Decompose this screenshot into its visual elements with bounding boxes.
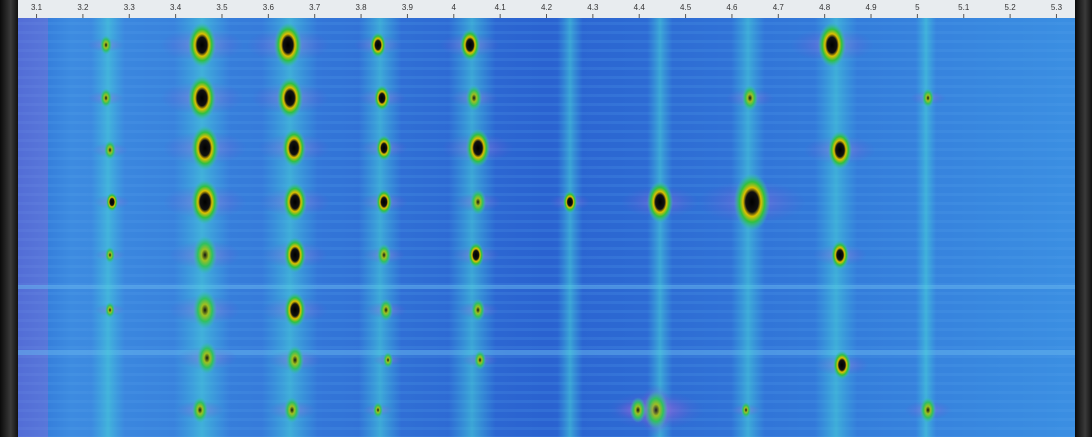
blob	[188, 76, 216, 121]
column-glow	[557, 18, 582, 437]
column-glow	[91, 18, 125, 437]
blob	[370, 32, 386, 58]
blob	[470, 189, 486, 215]
x-tick-label: 5.3	[1051, 3, 1063, 12]
x-tick-label: 5.1	[958, 3, 970, 12]
blob	[284, 292, 306, 327]
x-tick-label: 3.8	[355, 3, 367, 12]
blob	[833, 351, 851, 380]
column-glow	[916, 18, 937, 437]
right-edge	[1075, 0, 1092, 437]
x-tick-label: 4.3	[587, 3, 599, 12]
blob	[831, 241, 849, 270]
blob	[192, 397, 208, 423]
blob	[277, 77, 303, 119]
x-tick-label: 4.4	[634, 3, 646, 12]
blob	[283, 183, 307, 221]
blob	[106, 192, 118, 211]
chart: 3.1 3.2 3.3 3.4 3.5 3.6 3.7 3.8 3.9 4 4.1 4.2 4.3 4.4…	[0, 0, 1092, 437]
blob	[466, 129, 490, 167]
column-glow	[647, 18, 672, 437]
blob	[193, 291, 217, 329]
blob	[377, 244, 391, 266]
blob	[742, 85, 758, 111]
blob	[828, 131, 852, 169]
blob	[100, 35, 112, 54]
x-tick-label: 4	[452, 3, 457, 12]
column-glow	[359, 18, 402, 437]
blob	[191, 180, 219, 225]
blob	[818, 23, 846, 68]
blob	[105, 302, 115, 318]
x-tick-label: 4.6	[726, 3, 738, 12]
x-tick-label: 5	[915, 3, 920, 12]
x-tick-label: 3.1	[31, 3, 43, 12]
x-tick-label: 3.6	[263, 3, 275, 12]
blob	[379, 299, 393, 321]
blob	[373, 402, 383, 418]
x-tick-label: 3.2	[77, 3, 89, 12]
x-tick-label: 4.1	[495, 3, 507, 12]
blob	[734, 173, 770, 231]
blob	[284, 237, 306, 272]
x-tick-label: 5.2	[1005, 3, 1017, 12]
blob	[197, 342, 217, 374]
blob	[282, 129, 306, 167]
blob	[191, 126, 219, 171]
blob	[376, 135, 392, 161]
blob	[460, 29, 480, 61]
blob	[104, 140, 116, 159]
blob	[193, 236, 217, 274]
x-tick-label: 4.5	[680, 3, 692, 12]
blob	[647, 181, 673, 223]
blob	[922, 88, 934, 107]
blob	[563, 191, 577, 213]
x-tick-label: 4.9	[865, 3, 877, 12]
x-tick-label: 4.7	[773, 3, 785, 12]
blob	[468, 242, 484, 268]
x-tick-label: 3.7	[309, 3, 321, 12]
blob	[284, 397, 300, 423]
blob	[188, 23, 216, 68]
x-tick-label: 3.5	[216, 3, 228, 12]
left-band	[18, 18, 48, 437]
blob	[374, 85, 390, 111]
blob	[741, 402, 751, 418]
blob	[474, 350, 486, 369]
x-tick-label: 4.2	[541, 3, 553, 12]
blob	[471, 299, 485, 321]
blob	[286, 346, 304, 375]
blob	[376, 189, 392, 215]
blob	[466, 85, 482, 111]
blob	[105, 247, 115, 263]
x-tick-label: 3.4	[170, 3, 182, 12]
column-glow	[448, 18, 495, 437]
x-tick-label: 3.9	[402, 3, 414, 12]
x-tick-label: 3.3	[124, 3, 136, 12]
blob	[274, 23, 302, 68]
blob	[630, 397, 646, 423]
left-edge	[0, 0, 18, 437]
blob	[920, 397, 936, 423]
page: {"chart_data": {"type": "heatmap", "xlim…	[0, 0, 1092, 437]
x-tick-label: 4.8	[819, 3, 831, 12]
blob	[383, 352, 393, 368]
blob	[100, 88, 112, 107]
